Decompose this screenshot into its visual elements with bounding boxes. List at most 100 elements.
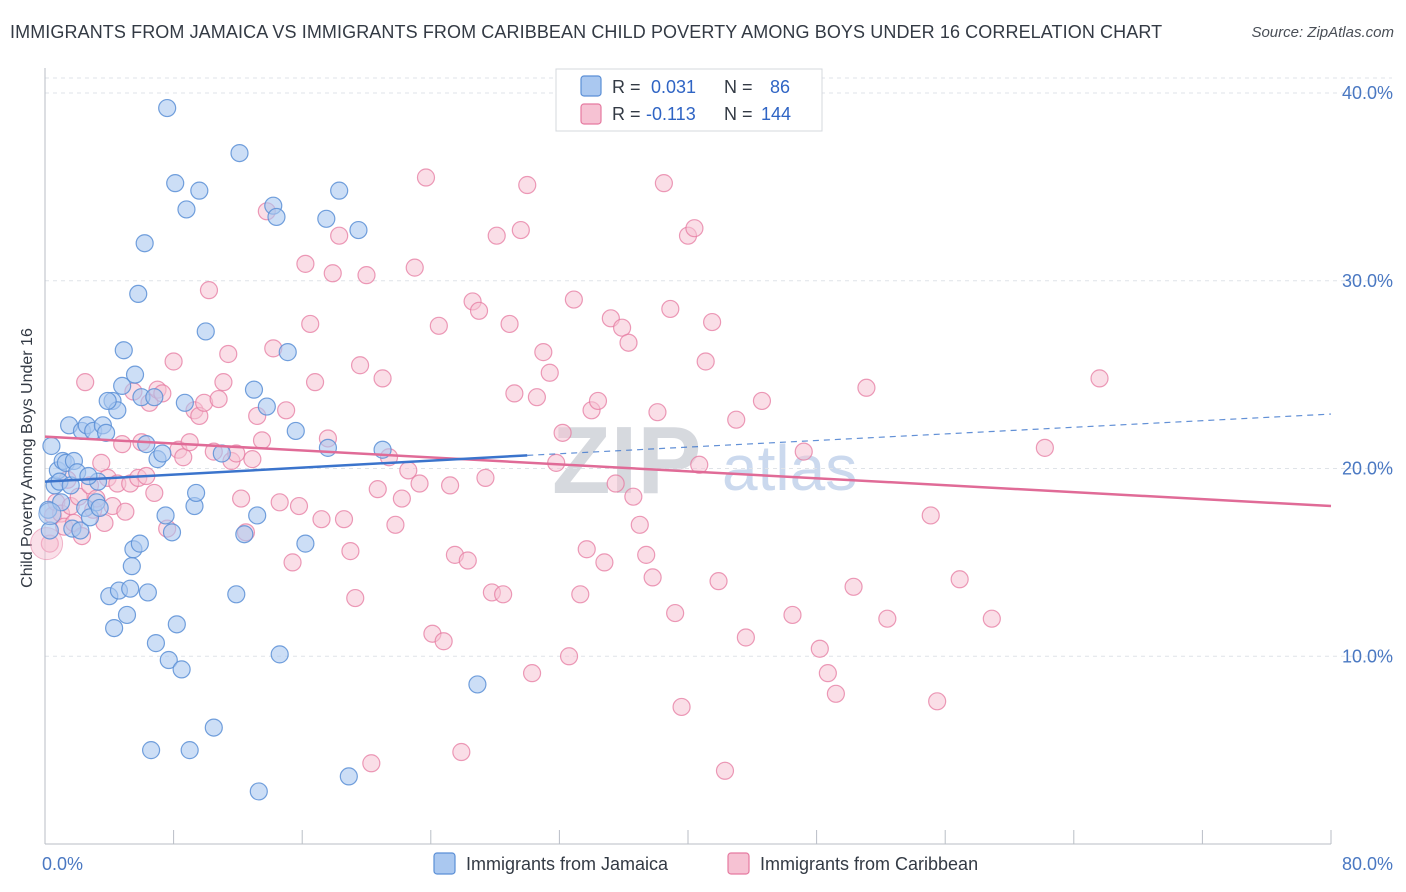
watermark-atlas: atlas [722, 432, 857, 504]
jamaica-point [230, 143, 249, 163]
caribbean-point [857, 378, 876, 397]
caribbean-point [666, 603, 685, 623]
jamaica-point [156, 506, 175, 525]
caribbean-point [703, 312, 722, 332]
caribbean-point [619, 333, 638, 352]
caribbean-point [219, 344, 238, 364]
caribbean-point [416, 168, 436, 187]
correlation-legend: R = 0.031 N = 86 R = -0.113 N = 144 [555, 68, 823, 132]
y-tick-label: 10.0% [1342, 646, 1393, 666]
caribbean-point [334, 510, 354, 529]
caribbean-point [654, 174, 673, 193]
caribbean-point [301, 314, 320, 334]
caribbean-point [559, 647, 579, 666]
caribbean-point [685, 219, 704, 238]
caribbean-point [243, 450, 262, 469]
jamaica-point [121, 579, 140, 598]
jamaica-points [38, 98, 487, 801]
bottom-legend-swatch-jamaica [433, 852, 456, 875]
caribbean-point [434, 632, 453, 651]
x-tick-label: 80.0% [1342, 854, 1393, 874]
caribbean-point [921, 506, 940, 525]
caribbean-point [174, 448, 193, 467]
caribbean-point [540, 363, 559, 382]
jamaica-point [180, 741, 199, 760]
series-legend: Immigrants from Jamaica Immigrants from … [433, 852, 978, 875]
jamaica-point [162, 523, 182, 542]
jamaica-point [270, 645, 289, 664]
jamaica-point [177, 200, 196, 219]
jamaica-point [153, 444, 172, 463]
jamaica-point [349, 220, 368, 240]
jamaica-point-cluster [38, 502, 62, 526]
caribbean-point [818, 664, 837, 683]
caribbean-point [373, 369, 392, 388]
caribbean-point [637, 545, 656, 564]
jamaica-point [172, 660, 191, 679]
jamaica-point [79, 466, 98, 486]
jamaica-point [248, 506, 267, 525]
legend-n-label: N = [724, 104, 753, 124]
caribbean-point [209, 389, 228, 409]
caribbean-point [392, 489, 411, 508]
caribbean-point [232, 489, 251, 508]
caribbean-point [330, 226, 349, 245]
bottom-legend-caribbean: Immigrants from Caribbean [760, 854, 978, 874]
caribbean-point [709, 572, 728, 591]
legend-r-label: R = [612, 77, 641, 97]
caribbean-point [368, 480, 387, 499]
caribbean-point [494, 585, 513, 604]
jamaica-point [125, 365, 145, 384]
caribbean-point [410, 474, 429, 493]
caribbean-point [312, 510, 331, 529]
caribbean-point [810, 639, 829, 658]
jamaica-point [117, 605, 137, 625]
jamaica-point [286, 421, 305, 441]
caribbean-point [661, 299, 680, 319]
bottom-legend-jamaica: Immigrants from Jamaica [466, 854, 669, 874]
jamaica-point [204, 718, 223, 737]
caribbean-point [878, 609, 897, 628]
caribbean-point [588, 391, 608, 411]
jamaica-point [296, 534, 315, 553]
caribbean-point [346, 588, 365, 608]
jamaica-point [105, 618, 124, 638]
caribbean-point [476, 468, 495, 487]
chart-title: IMMIGRANTS FROM JAMAICA VS IMMIGRANTS FR… [10, 22, 1163, 42]
caribbean-point [92, 453, 111, 472]
caribbean-point [577, 540, 596, 559]
legend-r-jamaica: 0.031 [651, 77, 696, 97]
caribbean-point [624, 487, 643, 506]
caribbean-point [199, 281, 219, 300]
caribbean-point [518, 175, 537, 195]
jamaica-point [317, 209, 336, 228]
source-credit: Source: ZipAtlas.com [1251, 24, 1394, 41]
caribbean-point [350, 356, 370, 375]
jamaica-point [71, 521, 90, 540]
caribbean-point [534, 343, 553, 362]
jamaica-point [167, 615, 186, 634]
legend-r-label: R = [612, 104, 641, 124]
trend-lines [44, 413, 1332, 508]
jamaica-trend-extension [527, 413, 1332, 456]
caribbean-point [357, 266, 376, 285]
caribbean-point [1090, 369, 1109, 388]
y-tick-label: 20.0% [1342, 459, 1393, 479]
jamaica-point [249, 782, 268, 801]
caribbean-point [690, 455, 709, 474]
caribbean-point [527, 388, 546, 407]
jamaica-point [330, 181, 349, 200]
legend-n-caribbean: 144 [761, 104, 791, 124]
jamaica-point [145, 388, 164, 407]
caribbean-point [736, 628, 755, 647]
jamaica-point [114, 341, 133, 360]
caribbean-point [727, 410, 746, 429]
caribbean-point [630, 515, 649, 534]
y-tick-label: 40.0% [1342, 83, 1393, 103]
jamaica-point [113, 376, 132, 396]
legend-swatch-jamaica [580, 75, 602, 97]
caribbean-point [113, 435, 132, 454]
jamaica-trend-line [44, 454, 528, 483]
caribbean-point [982, 609, 1001, 628]
jamaica-point [90, 498, 109, 518]
